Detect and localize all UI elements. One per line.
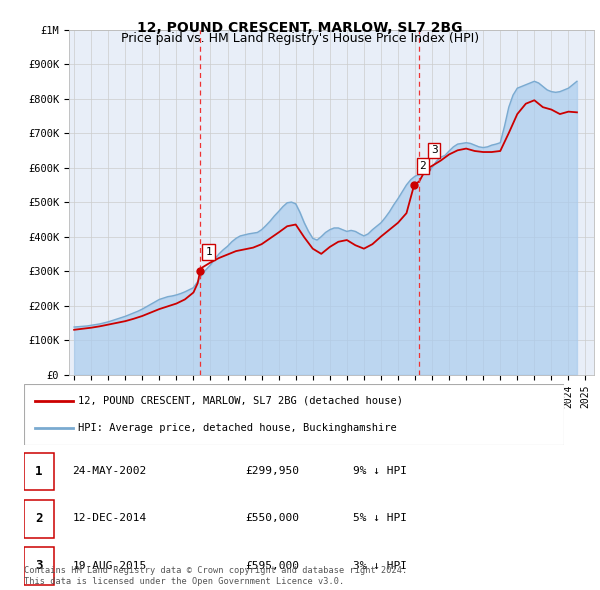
Text: 1: 1 bbox=[35, 464, 43, 478]
Text: £299,950: £299,950 bbox=[245, 466, 299, 476]
Text: Price paid vs. HM Land Registry's House Price Index (HPI): Price paid vs. HM Land Registry's House … bbox=[121, 32, 479, 45]
Point bbox=[195, 267, 205, 276]
Text: £595,000: £595,000 bbox=[245, 560, 299, 571]
Text: 3: 3 bbox=[35, 559, 43, 572]
Text: 19-AUG-2015: 19-AUG-2015 bbox=[73, 560, 147, 571]
Text: 24-MAY-2002: 24-MAY-2002 bbox=[73, 466, 147, 476]
Point bbox=[421, 165, 431, 174]
Text: 12-DEC-2014: 12-DEC-2014 bbox=[73, 513, 147, 523]
Text: 3: 3 bbox=[431, 145, 437, 155]
Text: 3% ↓ HPI: 3% ↓ HPI bbox=[353, 560, 407, 571]
Bar bbox=[24, 453, 54, 490]
Text: 5% ↓ HPI: 5% ↓ HPI bbox=[353, 513, 407, 523]
Text: £550,000: £550,000 bbox=[245, 513, 299, 523]
Text: 1: 1 bbox=[205, 247, 212, 257]
Text: 2: 2 bbox=[419, 161, 426, 171]
Text: 12, POUND CRESCENT, MARLOW, SL7 2BG: 12, POUND CRESCENT, MARLOW, SL7 2BG bbox=[137, 21, 463, 35]
Text: 9% ↓ HPI: 9% ↓ HPI bbox=[353, 466, 407, 476]
Text: Contains HM Land Registry data © Crown copyright and database right 2024.
This d: Contains HM Land Registry data © Crown c… bbox=[24, 566, 407, 586]
Text: 12, POUND CRESCENT, MARLOW, SL7 2BG (detached house): 12, POUND CRESCENT, MARLOW, SL7 2BG (det… bbox=[78, 396, 403, 406]
Bar bbox=[24, 500, 54, 537]
Bar bbox=[24, 547, 54, 585]
Point bbox=[409, 180, 419, 189]
Text: 2: 2 bbox=[35, 512, 43, 525]
Text: HPI: Average price, detached house, Buckinghamshire: HPI: Average price, detached house, Buck… bbox=[78, 423, 397, 433]
